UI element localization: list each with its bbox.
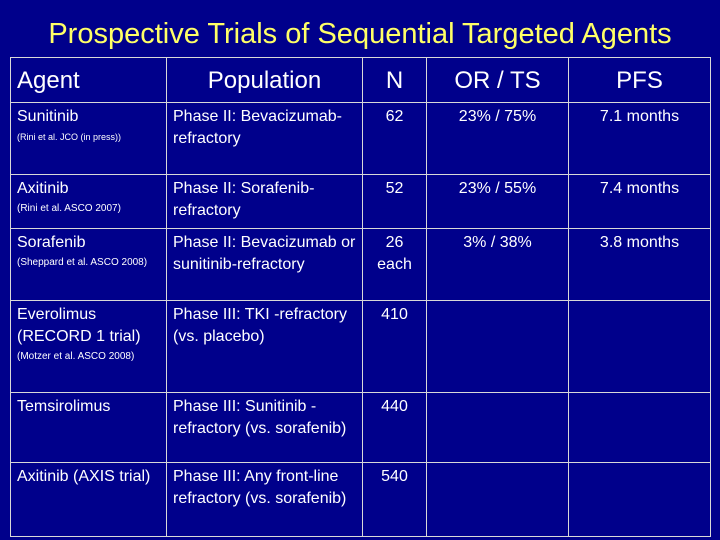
table-row: Everolimus (RECORD 1 trial) (Motzer et a… bbox=[10, 300, 711, 393]
agent-cell: Axitinib (Rini et al. ASCO 2007) bbox=[10, 174, 167, 229]
n-cell: 410 bbox=[362, 300, 427, 393]
n-cell: 52 bbox=[362, 174, 427, 229]
population-cell: Phase II: Bevacizumab or sunitinib-refra… bbox=[166, 228, 363, 301]
n-cell: 62 bbox=[362, 102, 427, 175]
or-ts-cell: 23% / 75% bbox=[426, 102, 569, 175]
agent-reference: (Sheppard et al. ASCO 2008) bbox=[17, 257, 148, 268]
n-cell: 540 bbox=[362, 462, 427, 537]
n-cell: 440 bbox=[362, 392, 427, 463]
pfs-cell bbox=[568, 392, 711, 463]
agent-cell: Everolimus (RECORD 1 trial) (Motzer et a… bbox=[10, 300, 167, 393]
agent-name: Sunitinib bbox=[17, 108, 79, 125]
agent-name: Axitinib (AXIS trial) bbox=[17, 468, 151, 485]
population-cell: Phase III: Sunitinib -refractory (vs. so… bbox=[166, 392, 363, 463]
agent-name: Sorafenib bbox=[17, 234, 86, 251]
population-cell: Phase II: Bevacizumab-refractory bbox=[166, 102, 363, 175]
header-agent: Agent bbox=[10, 57, 167, 103]
or-ts-cell bbox=[426, 300, 569, 393]
agent-cell: Temsirolimus bbox=[10, 392, 167, 463]
agent-reference: (Rini et al. ASCO 2007) bbox=[17, 203, 121, 214]
pfs-cell: 3.8 months bbox=[568, 228, 711, 301]
agent-name: Everolimus (RECORD 1 trial) bbox=[17, 306, 141, 345]
table-row: Temsirolimus Phase III: Sunitinib -refra… bbox=[10, 392, 711, 463]
n-cell: 26 each bbox=[362, 228, 427, 301]
or-ts-cell: 3% / 38% bbox=[426, 228, 569, 301]
agent-name: Temsirolimus bbox=[17, 398, 111, 415]
header-row: Agent Population N OR / TS PFS bbox=[10, 57, 711, 103]
agent-name: Axitinib bbox=[17, 180, 69, 197]
or-ts-cell bbox=[426, 462, 569, 537]
or-ts-cell bbox=[426, 392, 569, 463]
trials-table: Agent Population N OR / TS PFS Sunitinib… bbox=[10, 57, 711, 537]
population-cell: Phase III: TKI -refractory (vs. placebo) bbox=[166, 300, 363, 393]
population-cell: Phase III: Any front-line refractory (vs… bbox=[166, 462, 363, 537]
header-or-ts: OR / TS bbox=[426, 57, 569, 103]
or-ts-cell: 23% / 55% bbox=[426, 174, 569, 229]
table-row: Sunitinib (Rini et al. JCO (in press)) P… bbox=[10, 102, 711, 175]
population-cell: Phase II: Sorafenib-refractory bbox=[166, 174, 363, 229]
pfs-cell: 7.1 months bbox=[568, 102, 711, 175]
header-population: Population bbox=[166, 57, 363, 103]
header-n: N bbox=[362, 57, 427, 103]
pfs-cell bbox=[568, 462, 711, 537]
header-pfs: PFS bbox=[568, 57, 711, 103]
pfs-cell: 7.4 months bbox=[568, 174, 711, 229]
table-row: Axitinib (AXIS trial) Phase III: Any fro… bbox=[10, 462, 711, 537]
slide-title: Prospective Trials of Sequential Targete… bbox=[48, 18, 672, 50]
pfs-cell bbox=[568, 300, 711, 393]
table-row: Axitinib (Rini et al. ASCO 2007) Phase I… bbox=[10, 174, 711, 229]
agent-cell: Sunitinib (Rini et al. JCO (in press)) bbox=[10, 102, 167, 175]
agent-reference: (Motzer et al. ASCO 2008) bbox=[17, 351, 135, 362]
agent-reference: (Rini et al. JCO (in press)) bbox=[17, 132, 122, 142]
table-row: Sorafenib (Sheppard et al. ASCO 2008) Ph… bbox=[10, 228, 711, 301]
agent-cell: Axitinib (AXIS trial) bbox=[10, 462, 167, 537]
agent-cell: Sorafenib (Sheppard et al. ASCO 2008) bbox=[10, 228, 167, 301]
